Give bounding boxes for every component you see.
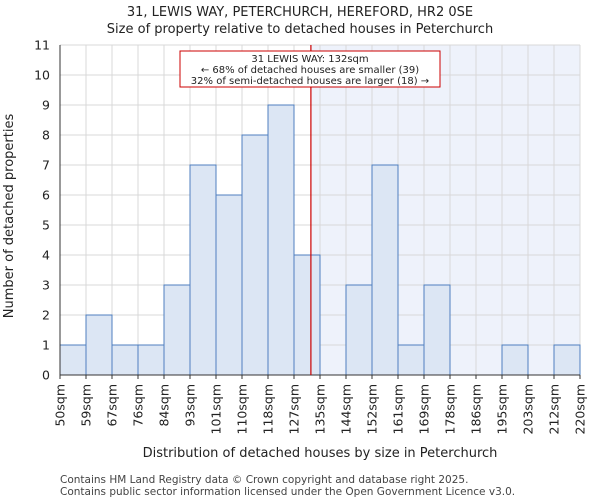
y-tick-label: 2 — [42, 308, 50, 323]
y-tick-label: 8 — [42, 128, 50, 143]
x-tick-label: 152sqm — [365, 384, 380, 434]
x-tick-label: 110sqm — [235, 384, 250, 434]
plot-area: 0 1 2 3 4 5 6 7 8 9 10 11 50sqm 59sqm 67sqm 76sqm 84sqm 9… — [34, 38, 587, 435]
x-tick-label: 135sqm — [313, 384, 328, 434]
x-tick-label: 76sqm — [131, 384, 146, 427]
annotation-line: 31 LEWIS WAY: 132sqm — [251, 54, 368, 65]
footer-line-1: Contains HM Land Registry data © Crown c… — [60, 474, 468, 486]
histogram-bar — [501, 344, 529, 376]
annotation-box — [179, 50, 441, 88]
x-tick-label: 161sqm — [391, 384, 406, 434]
x-tick-label: 186sqm — [469, 384, 484, 434]
histogram-bar — [189, 164, 217, 376]
y-tick-label: 5 — [42, 218, 50, 233]
x-tick-label: 127sqm — [287, 384, 302, 434]
y-tick-label: 4 — [42, 248, 50, 263]
histogram-bar — [241, 134, 269, 376]
x-tick-label: 50sqm — [53, 384, 68, 427]
annotation-line: 32% of semi-detached houses are larger (… — [191, 76, 429, 87]
chart-title: 31, LEWIS WAY, PETERCHURCH, HEREFORD, HR… — [127, 5, 473, 20]
histogram-bar — [553, 344, 581, 376]
histogram-bar — [111, 344, 139, 376]
x-tick-label: 93sqm — [183, 384, 198, 427]
x-tick-label: 178sqm — [443, 384, 458, 434]
x-axis-label: Distribution of detached houses by size … — [143, 446, 498, 461]
y-tick-label: 3 — [42, 278, 50, 293]
y-tick-label: 7 — [42, 158, 50, 173]
y-tick-label: 10 — [34, 68, 50, 83]
x-tick-label: 212sqm — [547, 384, 562, 434]
histogram-bar — [345, 284, 373, 376]
histogram-bar — [59, 344, 87, 376]
histogram-bar — [267, 104, 295, 376]
x-tick-label: 101sqm — [209, 384, 224, 434]
y-tick-label: 6 — [42, 188, 50, 203]
x-tick-label: 203sqm — [521, 384, 536, 434]
histogram-bar — [423, 284, 451, 376]
y-tick-label: 0 — [42, 368, 50, 383]
chart-subtitle: Size of property relative to detached ho… — [107, 22, 493, 37]
histogram-bar — [371, 164, 399, 376]
histogram-bar — [215, 194, 243, 376]
x-tick-label: 67sqm — [105, 384, 120, 427]
x-tick-label: 84sqm — [157, 384, 172, 427]
y-tick-label: 1 — [42, 338, 50, 353]
x-tick-label: 169sqm — [417, 384, 432, 434]
histogram-bar — [293, 254, 321, 376]
x-tick-label: 118sqm — [261, 384, 276, 434]
y-tick-label: 11 — [34, 38, 50, 53]
footer-line-2: Contains public sector information licen… — [60, 486, 515, 498]
histogram-bar — [137, 344, 165, 376]
histogram-bar — [163, 284, 191, 376]
histogram-bar — [397, 344, 425, 376]
histogram-bar — [85, 314, 113, 376]
x-tick-label: 59sqm — [79, 384, 94, 427]
x-tick-label: 144sqm — [339, 384, 354, 434]
annotation-line: ← 68% of detached houses are smaller (39… — [201, 65, 419, 76]
x-tick-label: 220sqm — [573, 384, 588, 434]
y-axis-label: Number of detached properties — [2, 114, 17, 319]
y-tick-label: 9 — [42, 98, 50, 113]
x-tick-label: 195sqm — [495, 384, 510, 434]
